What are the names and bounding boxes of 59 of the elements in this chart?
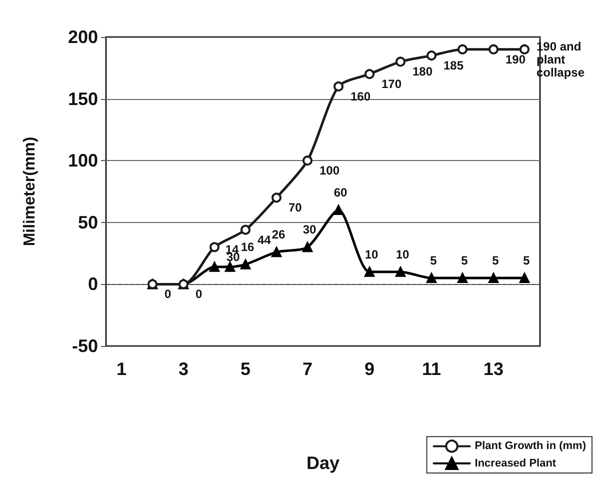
x-tick-label: 13 [483,359,504,379]
point [272,192,282,203]
data-label: 0 [196,287,202,302]
y-tick-label: 50 [78,212,98,232]
data-label: 30 [302,222,316,237]
x-tick-label: 1 [116,359,127,379]
point [225,262,235,272]
point [334,205,344,216]
point [210,262,220,272]
y-axis-title: Milimeter(mm) [22,136,38,246]
data-label: 185 [444,58,464,73]
point [396,266,406,277]
data-label: 180 [412,64,433,79]
point [396,56,406,67]
data-label: 60 [334,186,348,200]
data-label: 190 [506,52,526,66]
point [458,273,468,284]
x-axis-title: Day [306,453,340,473]
data-label: 44 [258,232,272,247]
data-label: 5 [430,254,438,268]
point [302,242,312,252]
y-tick-label: 0 [88,274,98,294]
point [364,266,374,277]
data-label: 70 [288,200,302,215]
point [520,44,530,54]
point [334,81,344,92]
point [426,50,436,61]
y-tick-label: 200 [68,27,98,47]
y-tick-label: 150 [68,88,98,109]
point [210,242,220,252]
x-tick-label: 7 [302,359,313,379]
data-label: 100 [320,164,340,178]
point [240,259,250,270]
x-tick-label: 5 [240,359,251,379]
data-label: 0 [164,287,172,302]
point [520,273,530,284]
point [302,156,312,166]
data-label: 26 [272,228,286,242]
data-label: 5 [523,254,530,268]
data-label: 5 [492,254,500,268]
data-label: 5 [461,254,468,268]
x-tick-label: 9 [364,359,375,379]
data-label: 170 [382,77,402,92]
legend-label: Plant Growth in (mm) [474,440,586,452]
point [240,224,250,235]
data-label: 16 [240,240,254,254]
data-label: 10 [396,247,410,262]
point [458,44,468,54]
y-tick-label: 100 [68,150,98,171]
y-tick-label: -50 [72,336,98,356]
x-tick-label: 11 [422,359,442,379]
point [272,247,282,258]
point [488,44,498,54]
x-tick-label: 3 [178,359,189,379]
data-label: 10 [364,247,378,262]
point [364,69,374,80]
legend-label: Increased Plant [474,457,556,470]
point [426,273,436,284]
point [488,273,498,284]
